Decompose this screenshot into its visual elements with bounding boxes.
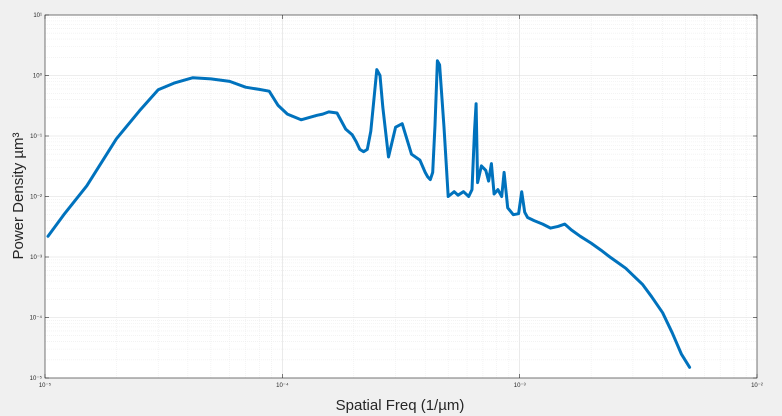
y-tick-label: 10⁻¹	[30, 134, 42, 140]
data-lines	[46, 59, 692, 369]
y-tick-label: 10⁻³	[30, 255, 42, 261]
x-tick-label: 10⁻³	[514, 383, 526, 389]
y-tick-label: 10⁻⁴	[30, 315, 43, 322]
y-axis-label: Power Density µm³	[10, 132, 27, 259]
y-tick-label: 10⁻⁵	[30, 375, 43, 382]
axes-box	[44, 14, 758, 379]
x-axis-label: Spatial Freq (1/µm)	[336, 397, 465, 414]
x-tick-label: 10⁻²	[751, 383, 763, 389]
y-tick-label: 10⁰	[33, 73, 43, 80]
x-tick-label: 10⁻⁴	[276, 382, 289, 389]
y-tick-label: 10¹	[33, 13, 42, 19]
tick-labels: 10⁻⁵ 10⁻⁴ 10⁻³ 10⁻² 10¹ 10⁰ 10⁻¹ 10⁻² 10⁻³ 10⁻⁴ 10…	[30, 13, 763, 389]
y-tick-label: 10⁻²	[30, 195, 42, 201]
psd-series-line	[46, 59, 692, 369]
x-tick-label: 10⁻⁵	[39, 382, 52, 389]
